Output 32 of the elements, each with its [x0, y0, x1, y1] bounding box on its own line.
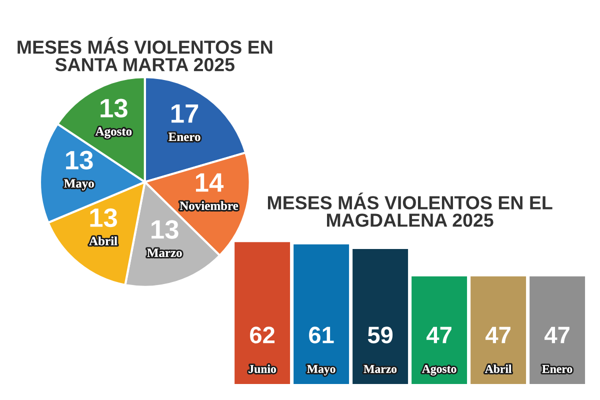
bar [530, 276, 586, 384]
slice-label: Agosto [95, 127, 132, 138]
bar [234, 242, 290, 384]
data-label: 62 [250, 326, 274, 344]
bar [412, 276, 468, 384]
data-label: 17 [172, 104, 198, 123]
slice-label: Noviembre [180, 201, 238, 210]
data-label: 61 [309, 326, 334, 344]
data-label: 47 [544, 326, 570, 344]
slice-label: Enero [168, 132, 200, 142]
chart-title: MESES MÁS VIOLENTOS EN SANTA MARTA 2025 [18, 37, 272, 72]
slice-label: Abril [89, 236, 118, 246]
slice-label: Mayo [64, 179, 94, 190]
bar [470, 276, 526, 384]
data-label: 13 [66, 150, 93, 170]
data-label: 47 [426, 326, 452, 344]
data-label: 59 [368, 326, 393, 344]
x-tick-label: Marzo [364, 365, 397, 373]
x-tick-label: Mayo [307, 365, 336, 376]
data-label: 14 [196, 173, 224, 192]
x-tick-label: Enero [542, 365, 572, 373]
bar [294, 244, 350, 384]
data-label: 13 [152, 220, 178, 239]
bar [352, 248, 408, 384]
x-tick-label: Agosto [422, 364, 456, 376]
x-tick-label: Junio [248, 364, 276, 373]
data-label: 13 [90, 208, 117, 228]
chart-title: MESES MÁS VIOLENTOS EN EL MAGDALENA 2025 [268, 192, 552, 227]
x-tick-label: Abril [484, 364, 512, 373]
data-label: 47 [486, 326, 510, 344]
slice-label: Marzo [147, 248, 182, 258]
data-label: 13 [100, 98, 128, 118]
